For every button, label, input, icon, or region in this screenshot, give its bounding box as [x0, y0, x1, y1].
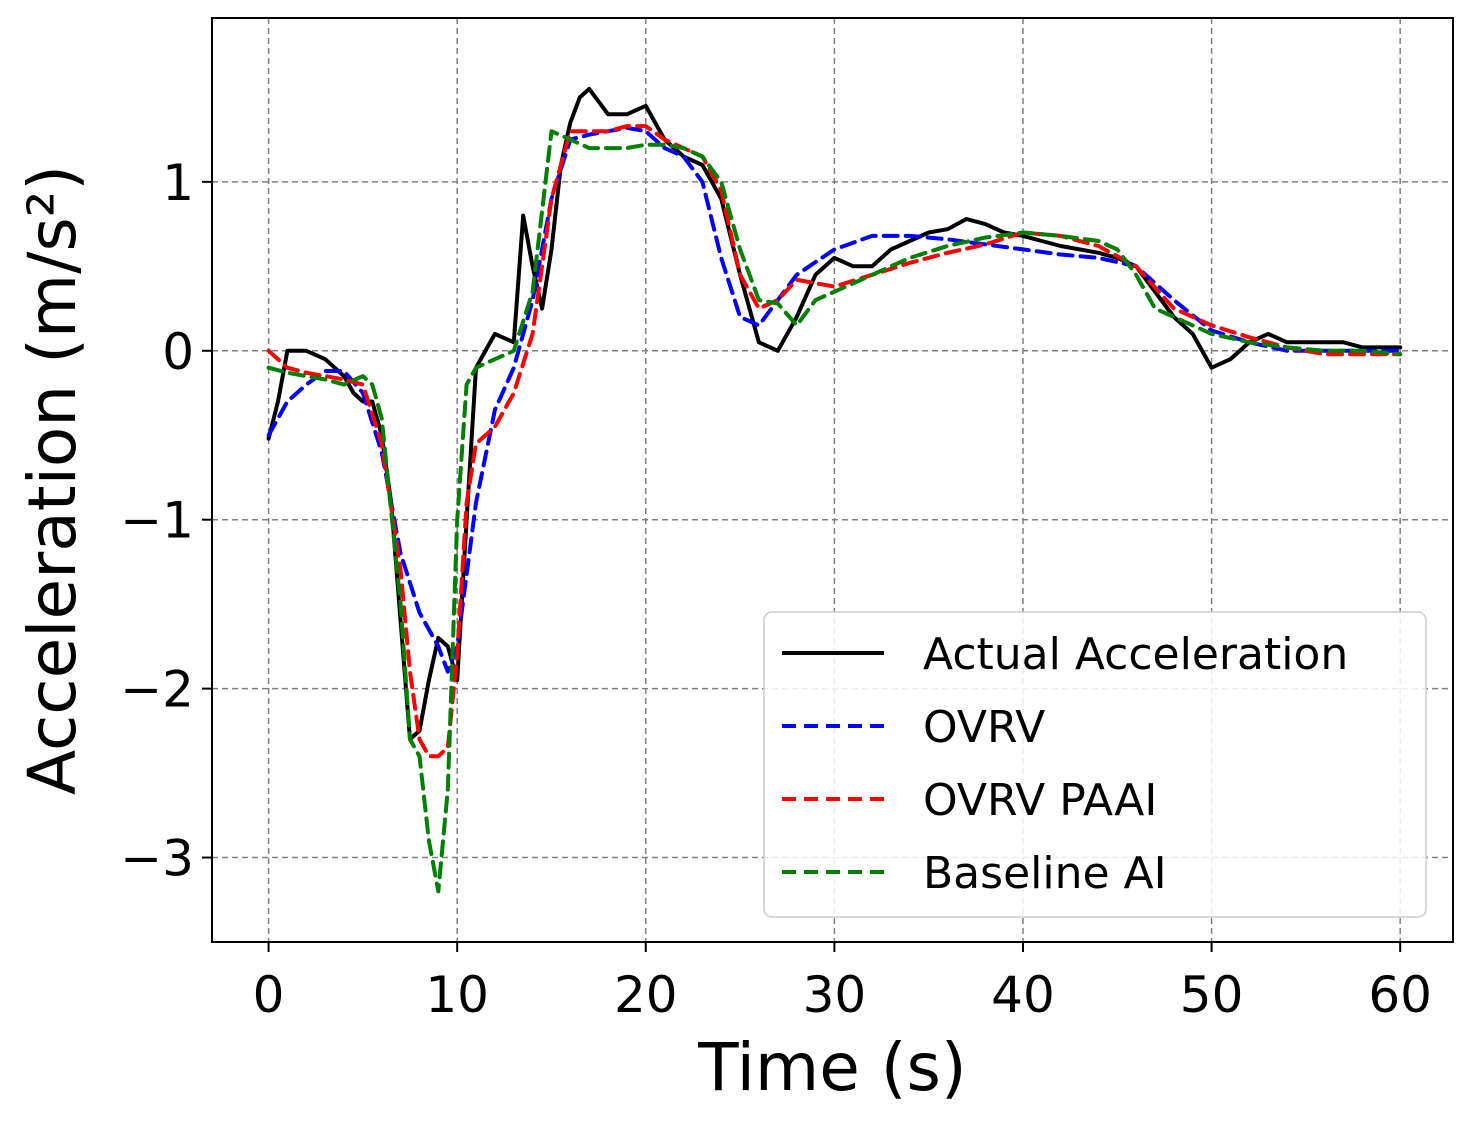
- series-layer: [266, 86, 1403, 894]
- legend-label-2: OVRV PAAI: [923, 775, 1157, 826]
- x-tick-label: 40: [991, 966, 1055, 1024]
- x-tick-label: 60: [1368, 966, 1432, 1024]
- axes-frame: [211, 17, 1454, 943]
- y-tick-label: −3: [120, 830, 194, 888]
- y-tick-label: 0: [162, 323, 194, 381]
- x-axis-label: Time (s): [697, 1029, 966, 1106]
- y-tick-label: −1: [120, 492, 194, 550]
- y-tick-label: 1: [162, 154, 194, 212]
- y-axis: −3 −2 −1 0 1: [120, 154, 212, 888]
- series-line-2: [266, 124, 1403, 759]
- legend: Actual Acceleration OVRV OVRV PAAI Baseline…: [763, 611, 1427, 918]
- x-tick-label: 20: [614, 966, 678, 1024]
- legend-label-0: Actual Acceleration: [923, 629, 1348, 680]
- x-axis: 0 10 20 30 40 50 60: [253, 942, 1432, 1024]
- legend-box: [763, 611, 1427, 918]
- grid: [212, 18, 1453, 942]
- y-axis-label: Acceleration (m/s²): [14, 165, 91, 795]
- legend-label-3: Baseline AI: [923, 848, 1167, 899]
- x-tick-label: 10: [425, 966, 489, 1024]
- x-tick-label: 30: [803, 966, 867, 1024]
- x-tick-label: 50: [1180, 966, 1244, 1024]
- x-tick-label: 0: [253, 966, 285, 1024]
- series-line-3: [266, 129, 1403, 894]
- legend-label-1: OVRV: [923, 702, 1045, 753]
- y-tick-label: −2: [120, 661, 194, 719]
- series-line-1: [266, 125, 1403, 674]
